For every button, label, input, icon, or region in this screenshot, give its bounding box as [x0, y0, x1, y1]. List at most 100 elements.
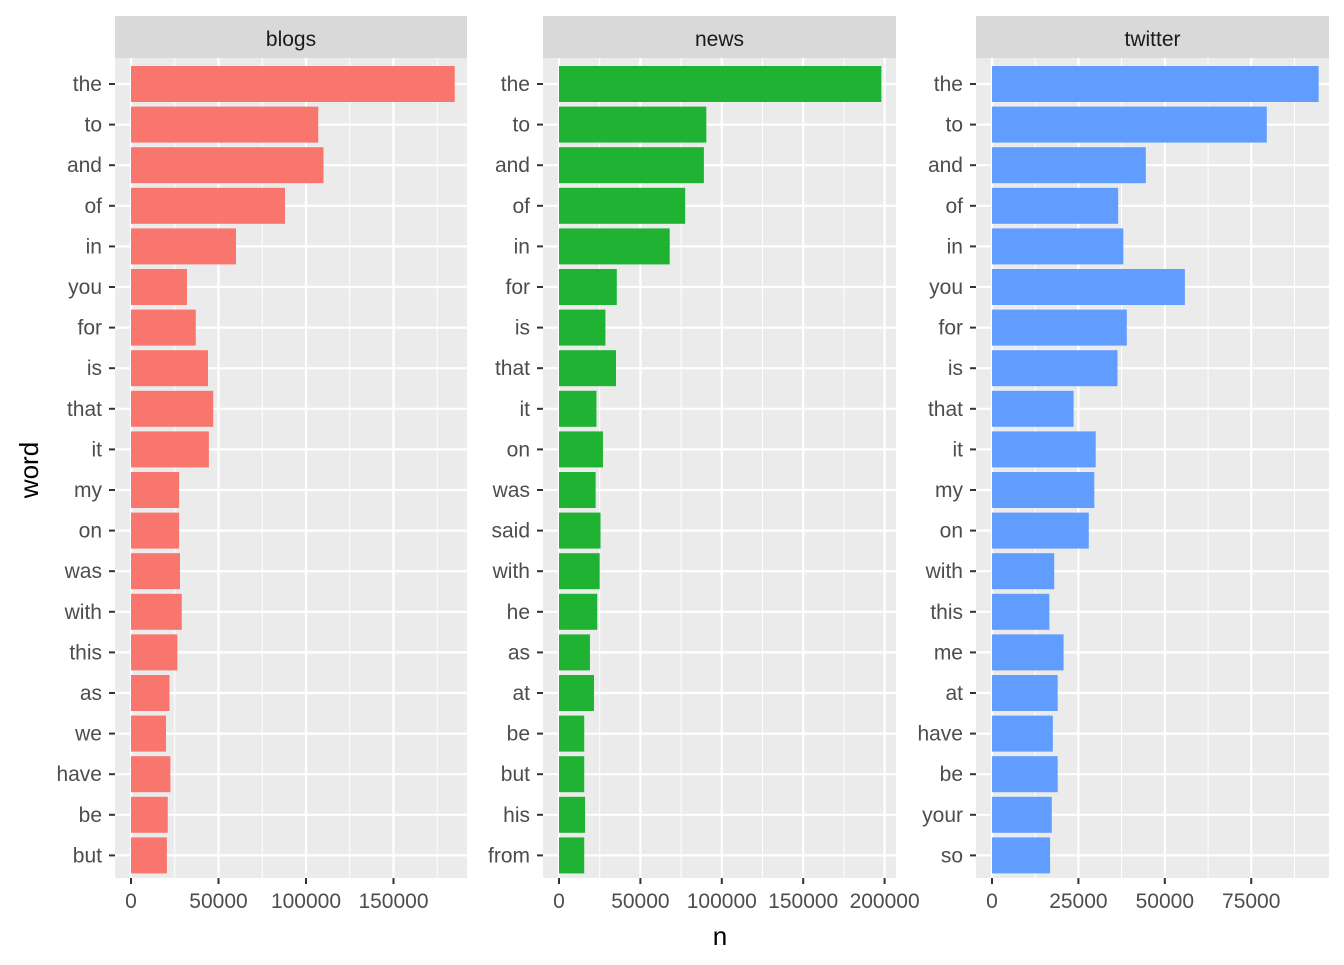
bar — [992, 593, 1050, 630]
y-tick-label: this — [930, 601, 963, 624]
bar — [131, 390, 214, 427]
x-tick-label: 150000 — [358, 890, 428, 913]
bar — [559, 553, 600, 590]
y-tick-label: you — [68, 276, 102, 299]
facet-title: twitter — [1124, 28, 1180, 51]
y-tick-label: on — [79, 520, 102, 543]
bar — [559, 593, 598, 630]
bar — [992, 634, 1064, 671]
y-tick-label: in — [86, 235, 102, 258]
facet-title: news — [695, 28, 744, 51]
bar — [131, 431, 209, 468]
bar — [559, 756, 585, 793]
bar — [559, 512, 601, 549]
y-tick-label: to — [512, 114, 530, 137]
bar — [559, 269, 617, 305]
bar — [131, 228, 236, 265]
x-tick-label: 100000 — [271, 890, 341, 913]
y-tick-label: and — [495, 154, 530, 177]
y-tick-label: the — [73, 73, 102, 96]
x-tick-label: 50000 — [1136, 890, 1194, 913]
bar — [992, 309, 1127, 346]
y-tick-label: my — [74, 479, 102, 502]
y-tick-label: have — [917, 723, 963, 746]
y-tick-label: but — [73, 844, 102, 867]
bar — [131, 269, 187, 305]
y-tick-label: with — [64, 601, 102, 624]
y-tick-label: on — [507, 438, 530, 461]
bar — [131, 796, 168, 833]
bar — [559, 309, 606, 346]
bar — [131, 756, 171, 793]
y-tick-label: said — [491, 520, 530, 543]
y-tick-label: for — [77, 317, 102, 340]
y-tick-label: to — [945, 114, 963, 137]
x-tick-label: 50000 — [189, 890, 247, 913]
y-tick-label: this — [69, 641, 102, 664]
y-tick-label: we — [74, 723, 102, 746]
bar — [992, 512, 1089, 549]
x-tick-label: 0 — [125, 890, 137, 913]
y-tick-label: that — [928, 398, 963, 421]
bar — [992, 350, 1118, 387]
y-tick-label: for — [505, 276, 530, 299]
bar — [559, 675, 595, 711]
y-tick-label: of — [945, 195, 963, 218]
y-tick-label: with — [925, 560, 963, 583]
y-tick-label: was — [64, 560, 102, 583]
y-tick-label: and — [67, 154, 102, 177]
bar — [992, 675, 1058, 711]
y-tick-label: and — [928, 154, 963, 177]
bar — [131, 512, 180, 549]
bar — [131, 147, 324, 184]
y-tick-label: with — [492, 560, 530, 583]
bar — [131, 553, 180, 590]
y-tick-label: is — [87, 357, 102, 380]
bar — [559, 390, 597, 427]
bar — [131, 837, 167, 874]
bar — [559, 837, 585, 874]
y-tick-label: the — [934, 73, 963, 96]
x-tick-label: 0 — [553, 890, 565, 913]
y-tick-label: that — [495, 357, 530, 380]
y-tick-label: of — [84, 195, 102, 218]
y-tick-label: me — [934, 641, 963, 664]
bar — [992, 837, 1051, 874]
bar — [131, 187, 285, 224]
bar — [992, 269, 1185, 305]
facet-strip — [976, 16, 1329, 58]
y-tick-label: as — [80, 682, 102, 705]
bar — [559, 634, 590, 671]
x-tick-label: 25000 — [1049, 890, 1107, 913]
y-tick-label: from — [488, 844, 530, 867]
bar — [559, 187, 686, 224]
x-tick-label: 100000 — [687, 890, 757, 913]
bar — [992, 715, 1053, 752]
y-tick-label: it — [953, 438, 964, 461]
y-tick-label: is — [515, 317, 530, 340]
y-tick-label: was — [492, 479, 530, 502]
y-tick-label: at — [945, 682, 963, 705]
y-tick-label: his — [503, 804, 530, 827]
y-tick-label: your — [922, 804, 963, 827]
bar — [559, 66, 882, 102]
bar — [559, 715, 585, 752]
bar — [131, 715, 166, 752]
y-tick-label: in — [947, 235, 963, 258]
y-tick-label: he — [507, 601, 530, 624]
bar — [131, 634, 178, 671]
bar — [559, 472, 596, 508]
y-tick-label: in — [514, 235, 530, 258]
bar — [992, 106, 1267, 143]
y-tick-label: for — [938, 317, 963, 340]
x-axis-title: n — [713, 921, 727, 951]
bar — [559, 106, 707, 143]
facet-strip — [543, 16, 896, 58]
x-tick-label: 150000 — [768, 890, 838, 913]
y-tick-label: have — [56, 763, 102, 786]
facet-strip — [115, 16, 467, 58]
y-axis-title: word — [14, 442, 44, 499]
y-tick-label: that — [67, 398, 102, 421]
y-tick-label: my — [935, 479, 963, 502]
